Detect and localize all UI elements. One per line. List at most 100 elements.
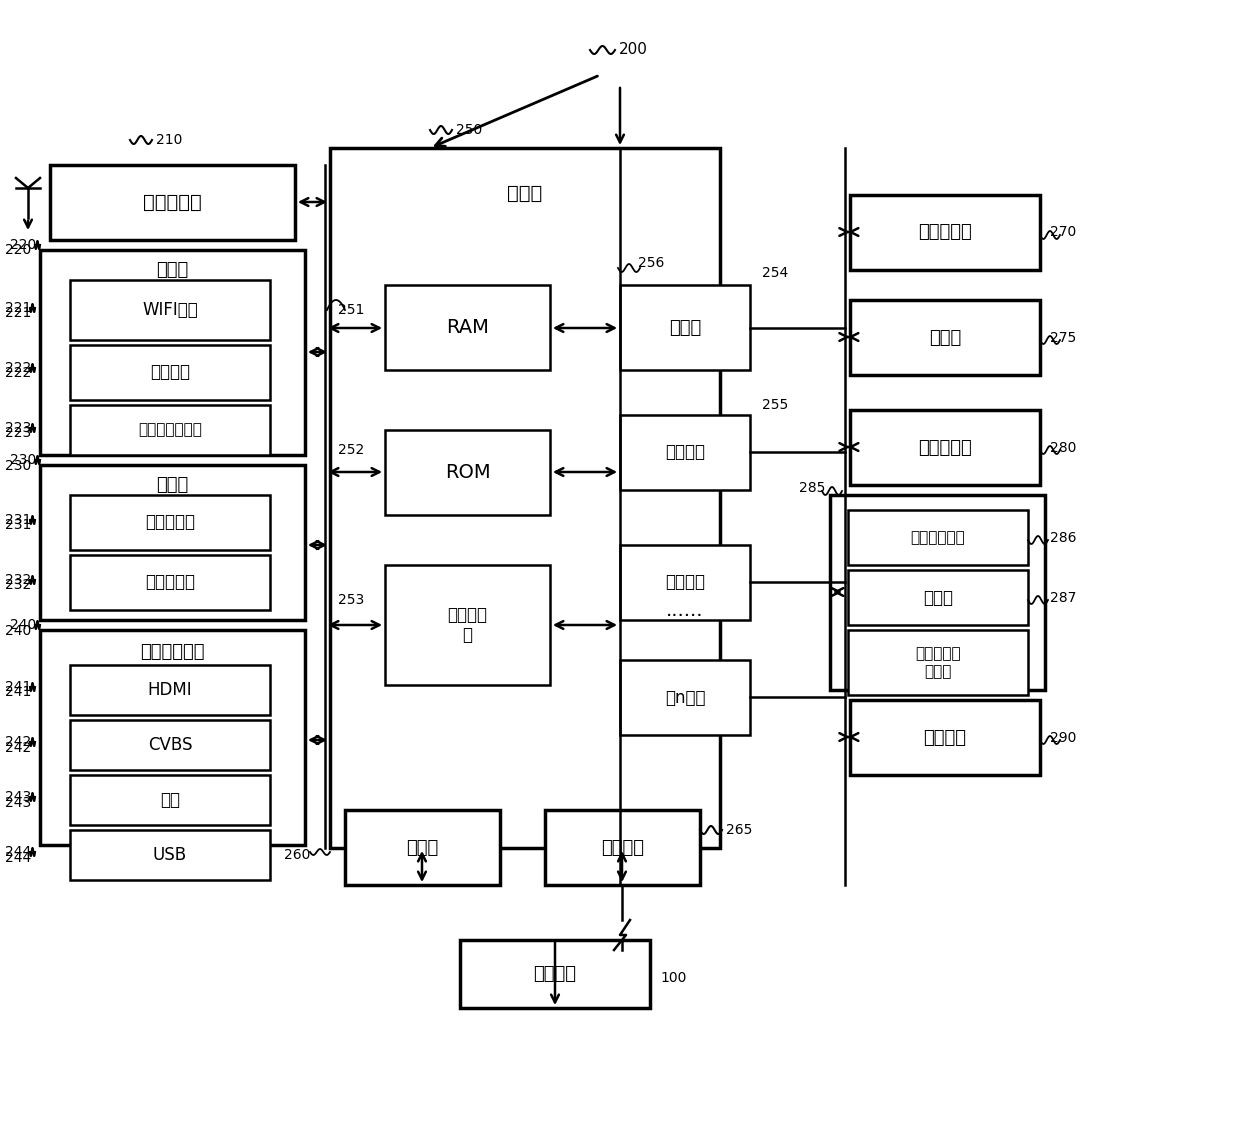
Text: 220: 220	[5, 243, 31, 257]
Bar	[69, 345, 270, 400]
Text: 223: 223	[5, 426, 31, 440]
Bar	[69, 495, 270, 550]
Text: 存储器: 存储器	[407, 838, 439, 857]
Text: 231: 231	[5, 518, 31, 532]
Bar	[849, 195, 1040, 270]
Text: 分量: 分量	[160, 791, 180, 809]
Bar	[620, 660, 750, 735]
Text: 285: 285	[799, 481, 825, 495]
Text: 视频处理器: 视频处理器	[918, 223, 972, 241]
Bar	[69, 405, 270, 455]
Bar	[69, 775, 270, 825]
Text: 254: 254	[763, 266, 789, 279]
Text: 244: 244	[5, 851, 31, 866]
Text: 100: 100	[660, 971, 687, 985]
Bar	[620, 545, 750, 620]
Text: 外部装置接口: 外部装置接口	[140, 644, 205, 662]
Text: 221: 221	[5, 307, 31, 320]
Text: 外接音响输
出端子: 外接音响输 出端子	[915, 646, 961, 678]
Text: 242: 242	[5, 735, 31, 749]
Text: 250: 250	[456, 123, 482, 137]
Text: USB: USB	[153, 846, 187, 864]
Text: 287: 287	[1050, 591, 1076, 605]
Text: 有线以太网模块: 有线以太网模块	[138, 423, 202, 437]
Text: HDMI: HDMI	[148, 681, 192, 699]
Bar	[849, 300, 1040, 375]
Text: 222: 222	[5, 366, 31, 380]
Bar	[849, 700, 1040, 775]
Text: 音频输出接口: 音频输出接口	[910, 530, 966, 545]
Bar	[330, 148, 720, 848]
Bar	[620, 285, 750, 370]
Bar	[546, 810, 701, 885]
Text: 声音采集器: 声音采集器	[145, 514, 195, 532]
Text: 用户接口: 用户接口	[601, 838, 644, 857]
Bar	[40, 465, 305, 620]
Text: 275: 275	[1050, 331, 1076, 345]
Text: 检测器: 检测器	[156, 476, 188, 494]
Text: WIFI模块: WIFI模块	[143, 301, 198, 319]
Text: 221: 221	[5, 301, 31, 316]
Bar	[345, 810, 500, 885]
Text: ......: ......	[666, 601, 704, 620]
Text: 286: 286	[1050, 531, 1076, 545]
Text: 242: 242	[5, 740, 31, 755]
Text: 223: 223	[5, 421, 31, 435]
Text: 处理器: 处理器	[668, 319, 701, 337]
Text: 200: 200	[619, 43, 647, 57]
Text: 241: 241	[5, 680, 31, 694]
Text: 240: 240	[10, 618, 36, 632]
Bar	[384, 431, 551, 515]
Text: 调谐解调器: 调谐解调器	[143, 193, 202, 212]
Text: 230: 230	[5, 459, 31, 473]
Text: 241: 241	[5, 685, 31, 699]
Text: RAM: RAM	[446, 318, 489, 337]
Bar	[620, 415, 750, 490]
Text: 第n接口: 第n接口	[665, 689, 706, 707]
Text: 222: 222	[5, 361, 31, 375]
Bar	[460, 940, 650, 1008]
Bar	[40, 630, 305, 845]
Text: 290: 290	[1050, 731, 1076, 745]
Bar	[69, 720, 270, 770]
Bar	[69, 554, 270, 610]
Text: 244: 244	[5, 845, 31, 859]
Text: 232: 232	[5, 573, 31, 587]
Bar	[69, 279, 270, 340]
Bar	[40, 250, 305, 455]
Text: 260: 260	[284, 848, 310, 862]
Text: 第二接口: 第二接口	[665, 574, 706, 592]
Text: 扬声器: 扬声器	[923, 588, 954, 606]
Bar	[69, 829, 270, 880]
Text: 243: 243	[5, 796, 31, 810]
Text: 显示器: 显示器	[929, 328, 961, 346]
Bar	[384, 285, 551, 370]
Bar	[69, 665, 270, 715]
Text: 供电电源: 供电电源	[924, 728, 966, 746]
Bar	[830, 495, 1045, 690]
Text: ROM: ROM	[445, 463, 490, 482]
Text: 220: 220	[10, 238, 36, 252]
Text: 270: 270	[1050, 225, 1076, 239]
Text: 控制器: 控制器	[507, 184, 543, 203]
Text: 265: 265	[725, 823, 753, 837]
Text: 图像采集器: 图像采集器	[145, 574, 195, 592]
Text: 255: 255	[763, 398, 789, 412]
Text: 第一接口: 第一接口	[665, 444, 706, 461]
Text: 280: 280	[1050, 441, 1076, 455]
Text: CVBS: CVBS	[148, 736, 192, 754]
Text: 音频处理器: 音频处理器	[918, 438, 972, 456]
Text: 230: 230	[10, 453, 36, 467]
Text: 控制装置: 控制装置	[533, 965, 577, 983]
Text: 231: 231	[5, 513, 31, 527]
Bar	[849, 410, 1040, 485]
Text: 210: 210	[156, 133, 182, 147]
Text: 通信器: 通信器	[156, 261, 188, 279]
Text: 图形处理
器: 图形处理 器	[448, 605, 487, 645]
Text: 232: 232	[5, 578, 31, 592]
Bar	[848, 630, 1028, 695]
Text: 蓝牙模块: 蓝牙模块	[150, 364, 190, 382]
Text: 240: 240	[5, 624, 31, 638]
Bar	[848, 511, 1028, 565]
Bar	[848, 570, 1028, 625]
